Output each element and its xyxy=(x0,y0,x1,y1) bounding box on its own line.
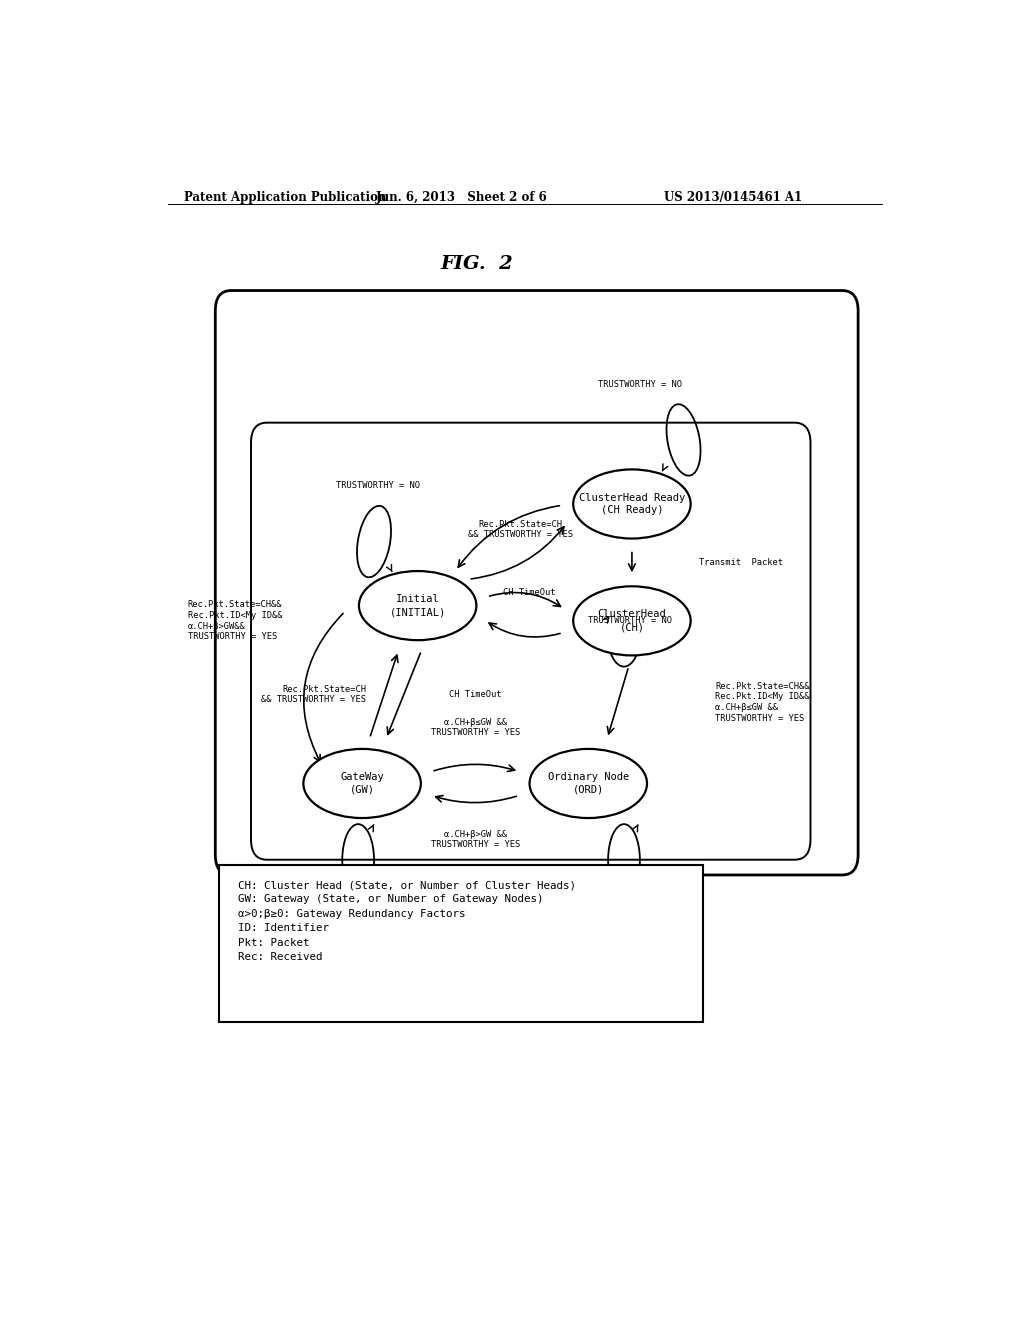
Text: Patent Application Publication: Patent Application Publication xyxy=(183,191,386,203)
Text: TRUSTWORTHY = NO: TRUSTWORTHY = NO xyxy=(336,482,420,490)
Text: Jun. 6, 2013   Sheet 2 of 6: Jun. 6, 2013 Sheet 2 of 6 xyxy=(376,191,547,203)
Text: α.CH+β>GW &&
TRUSTWORTHY = YES: α.CH+β>GW && TRUSTWORTHY = YES xyxy=(430,829,520,849)
Ellipse shape xyxy=(573,586,690,656)
Ellipse shape xyxy=(573,470,690,539)
Text: TRUSTWORTHY = NO: TRUSTWORTHY = NO xyxy=(283,904,367,913)
Text: FIG.  2: FIG. 2 xyxy=(440,255,514,273)
Text: Rec.Pkt.State=CH&&
Rec.Pkt.ID<My ID&&
α.CH+β≤GW &&
TRUSTWORTHY = YES: Rec.Pkt.State=CH&& Rec.Pkt.ID<My ID&& α.… xyxy=(715,681,810,723)
Text: CH TimeOut: CH TimeOut xyxy=(450,690,502,700)
Text: Transmit  Packet: Transmit Packet xyxy=(699,558,783,566)
Text: Rec.Pkt.State=CH&&
Rec.Pkt.ID<My ID&&
α.CH+β>GW&&
TRUSTWORTHY = YES: Rec.Pkt.State=CH&& Rec.Pkt.ID<My ID&& α.… xyxy=(187,601,282,642)
Text: GateWay
(GW): GateWay (GW) xyxy=(340,772,384,795)
Text: Rec.Pkt.State=CH
&& TRUSTWORTHY = YES: Rec.Pkt.State=CH && TRUSTWORTHY = YES xyxy=(468,520,573,540)
Text: Ordinary Node
(ORD): Ordinary Node (ORD) xyxy=(548,772,629,795)
Text: CH TimeOut: CH TimeOut xyxy=(503,587,555,597)
FancyBboxPatch shape xyxy=(219,865,703,1022)
Text: Rec.Pkt.State=CH
&& TRUSTWORTHY = YES: Rec.Pkt.State=CH && TRUSTWORTHY = YES xyxy=(261,685,367,705)
Text: α.CH+β≤GW &&
TRUSTWORTHY = YES: α.CH+β≤GW && TRUSTWORTHY = YES xyxy=(430,718,520,738)
Ellipse shape xyxy=(303,748,421,818)
Text: Initial
(INITIAL): Initial (INITIAL) xyxy=(389,594,445,616)
Ellipse shape xyxy=(359,572,476,640)
Text: ClusterHead
(CH): ClusterHead (CH) xyxy=(598,610,667,632)
Text: TRUSTWORTHY = NO: TRUSTWORTHY = NO xyxy=(582,904,666,913)
Text: CH: Cluster Head (State, or Number of Cluster Heads)
GW: Gateway (State, or Numb: CH: Cluster Head (State, or Number of Cl… xyxy=(238,880,575,962)
Ellipse shape xyxy=(529,748,647,818)
Text: ClusterHead Ready
(CH Ready): ClusterHead Ready (CH Ready) xyxy=(579,492,685,515)
Text: US 2013/0145461 A1: US 2013/0145461 A1 xyxy=(665,191,803,203)
Text: TRUSTWORTHY = NO: TRUSTWORTHY = NO xyxy=(588,616,673,626)
Text: TRUSTWORTHY = NO: TRUSTWORTHY = NO xyxy=(598,380,682,388)
